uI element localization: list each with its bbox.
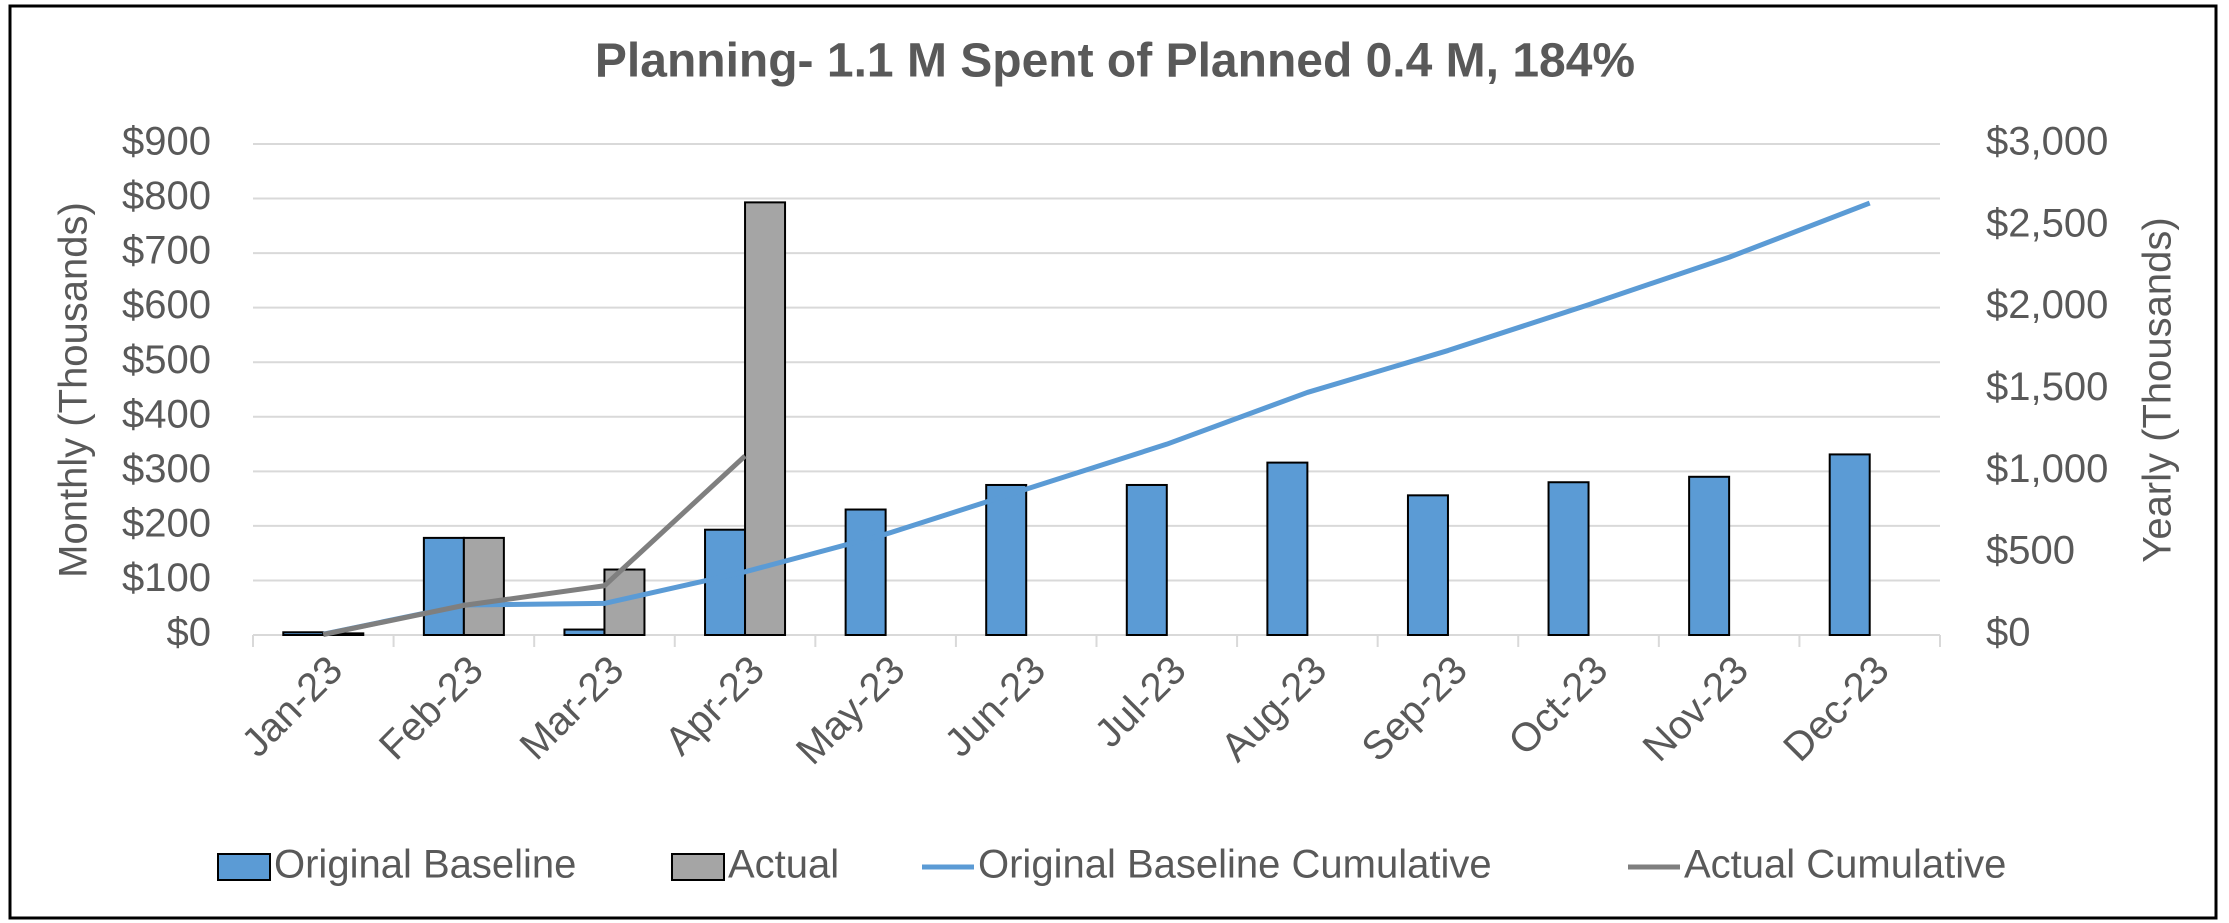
y-tick-label: $200 (122, 501, 211, 545)
bar (282, 631, 325, 636)
bar (704, 528, 747, 636)
y-tick-label: $800 (122, 174, 211, 218)
y-tick-label: $100 (122, 556, 211, 600)
y-tick-label: $500 (122, 338, 211, 382)
y2-tick-label: $500 (1986, 529, 2075, 573)
bar (844, 508, 887, 636)
bar (1688, 475, 1731, 636)
bar (462, 536, 505, 636)
chart-title: Planning- 1.1 M Spent of Planned 0.4 M, … (595, 35, 1635, 88)
legend-label: Original Baseline Cumulative (978, 843, 1492, 887)
legend-label: Actual (728, 843, 839, 887)
y-axis-label: Monthly (Thousands) (52, 202, 96, 578)
y2-tick-label: $2,500 (1986, 201, 2108, 245)
y2-tick-label: $0 (1986, 611, 2031, 655)
line (322, 200, 1871, 637)
y2-tick-label: $3,000 (1986, 120, 2108, 164)
y-tick-label: $400 (122, 392, 211, 436)
bar (1547, 481, 1590, 636)
bar (1828, 453, 1871, 636)
line (322, 454, 747, 637)
y-tick-label: $900 (122, 120, 211, 164)
bar (1406, 494, 1449, 636)
y-tick-label: $0 (167, 611, 212, 655)
y-tick-label: $700 (122, 229, 211, 273)
legend-swatch (671, 853, 725, 881)
y2-axis-label: Yearly (Thousands) (2136, 217, 2180, 562)
y-tick-label: $600 (122, 283, 211, 327)
bar (422, 536, 465, 636)
legend-swatch (217, 853, 271, 881)
y2-tick-label: $1,500 (1986, 365, 2108, 409)
y-tick-label: $300 (122, 447, 211, 491)
y2-tick-label: $1,000 (1986, 447, 2108, 491)
legend-label: Actual Cumulative (1684, 843, 2006, 887)
bar (985, 483, 1028, 636)
bar (563, 628, 606, 636)
y2-tick-label: $2,000 (1986, 283, 2108, 327)
legend-label: Original Baseline (274, 843, 576, 887)
bar (1266, 461, 1309, 636)
bar (1125, 483, 1168, 636)
